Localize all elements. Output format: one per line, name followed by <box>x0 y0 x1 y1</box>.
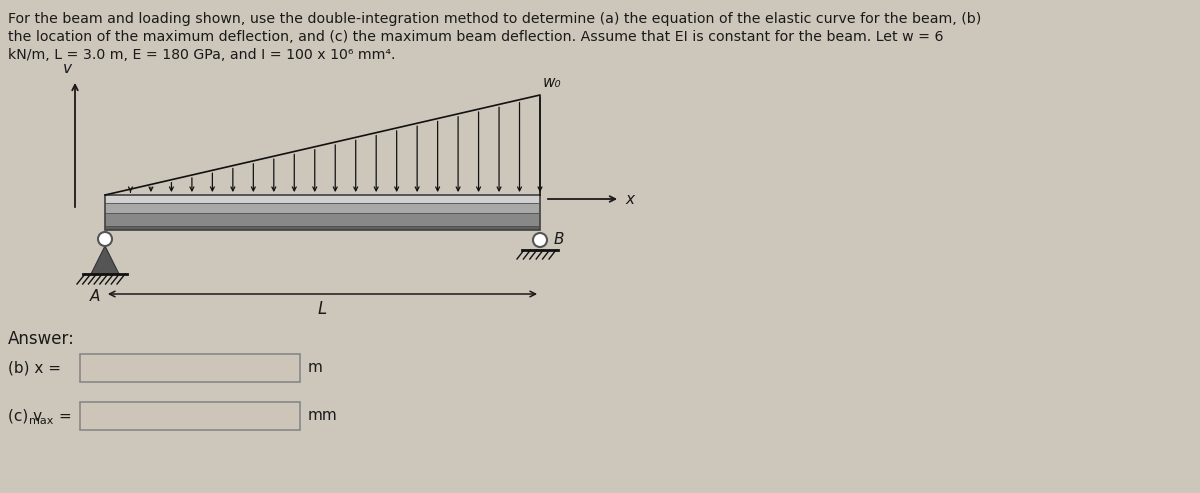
Text: (b) x =: (b) x = <box>8 360 61 376</box>
Text: max: max <box>29 416 53 426</box>
Text: x: x <box>625 191 634 207</box>
Polygon shape <box>91 246 119 274</box>
FancyBboxPatch shape <box>80 402 300 430</box>
Text: =: = <box>58 409 71 423</box>
Polygon shape <box>106 203 540 213</box>
Text: For the beam and loading shown, use the double-integration method to determine (: For the beam and loading shown, use the … <box>8 12 982 26</box>
Text: Answer:: Answer: <box>8 330 74 348</box>
Text: kN/m, L = 3.0 m, E = 180 GPa, and I = 100 x 10⁶ mm⁴.: kN/m, L = 3.0 m, E = 180 GPa, and I = 10… <box>8 48 396 62</box>
Polygon shape <box>106 195 540 203</box>
Text: B: B <box>554 233 564 247</box>
Text: A: A <box>90 289 100 304</box>
Text: L: L <box>318 300 328 318</box>
Polygon shape <box>106 226 540 230</box>
Circle shape <box>98 232 112 246</box>
Text: mm: mm <box>308 409 337 423</box>
Polygon shape <box>106 213 540 226</box>
Text: m: m <box>308 360 323 376</box>
Text: the location of the maximum deflection, and (c) the maximum beam deflection. Ass: the location of the maximum deflection, … <box>8 30 943 44</box>
Text: v: v <box>64 61 72 76</box>
Text: w₀: w₀ <box>542 75 562 90</box>
Circle shape <box>533 233 547 247</box>
Text: (c) v: (c) v <box>8 409 42 423</box>
FancyBboxPatch shape <box>80 354 300 382</box>
